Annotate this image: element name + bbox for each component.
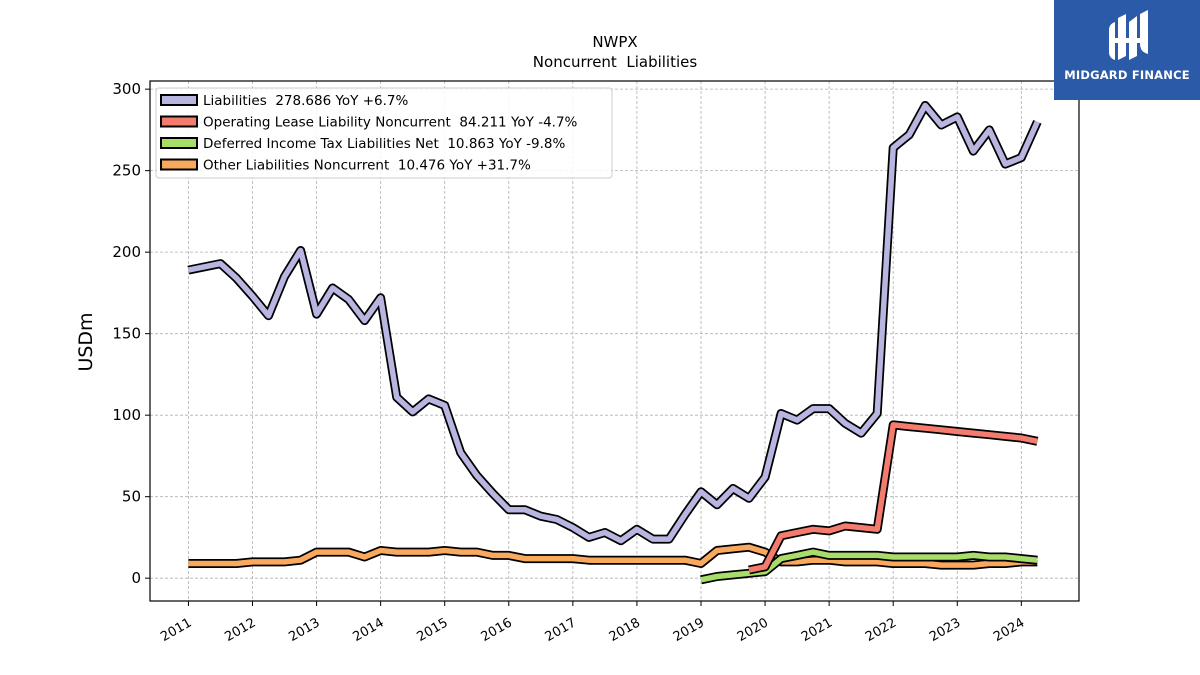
y-tick-label: 150 <box>112 325 141 343</box>
y-tick-label: 250 <box>112 162 141 180</box>
series-lines <box>187 101 1042 585</box>
y-tick-label: 50 <box>122 488 141 506</box>
brand-logo: MIDGARD FINANCE <box>1054 0 1200 100</box>
legend-swatch <box>160 115 198 128</box>
x-tick-label: 2012 <box>222 615 258 645</box>
y-tick-label: 300 <box>112 80 141 98</box>
legend-box <box>155 87 613 179</box>
series-line <box>187 102 1040 544</box>
legend-swatch <box>160 94 198 106</box>
x-tick-label: 2016 <box>479 615 515 645</box>
legend-entry-label: Deferred Income Tax Liabilities Net 10.8… <box>203 136 565 152</box>
chart-title: NWPX <box>592 33 637 51</box>
y-tick-label: 0 <box>131 569 141 587</box>
x-tick-label: 2019 <box>671 615 707 645</box>
x-tick-label: 2021 <box>799 615 835 645</box>
x-tick-label: 2024 <box>991 615 1027 645</box>
x-tick-label: 2023 <box>927 615 963 645</box>
series-line <box>188 544 1038 568</box>
legend-swatch <box>160 158 198 171</box>
legend-entry-label: Liabilities 278.686 YoY +6.7% <box>203 93 408 109</box>
chart-subtitle: Noncurrent Liabilities <box>533 53 698 71</box>
x-tick-label: 2018 <box>607 615 643 645</box>
x-tick-label: 2022 <box>863 615 899 645</box>
legend-swatch <box>160 137 198 149</box>
plot-frame <box>149 80 1080 602</box>
series-line <box>748 422 1038 573</box>
x-tick-label: 2011 <box>158 615 194 645</box>
legend: Liabilities 278.686 YoY +6.7% Operating L… <box>155 87 613 179</box>
y-axis-label: USDm <box>75 312 97 371</box>
y-tick-label: 200 <box>112 243 141 261</box>
y-tick-label: 100 <box>112 406 141 424</box>
midgard-logo-icon <box>1109 10 1148 60</box>
x-tick-label: 2017 <box>543 615 579 645</box>
brand-name: MIDGARD FINANCE <box>1064 68 1190 82</box>
legend-entry-label: Operating Lease Liability Noncurrent 84.… <box>203 115 578 131</box>
x-tick-label: 2020 <box>735 615 771 645</box>
x-tick-label: 2015 <box>415 615 451 645</box>
x-tick-label: 2013 <box>286 615 322 645</box>
legend-entry-label: Other Liabilities Noncurrent 10.476 YoY … <box>203 158 531 174</box>
x-tick-label: 2014 <box>350 615 386 645</box>
